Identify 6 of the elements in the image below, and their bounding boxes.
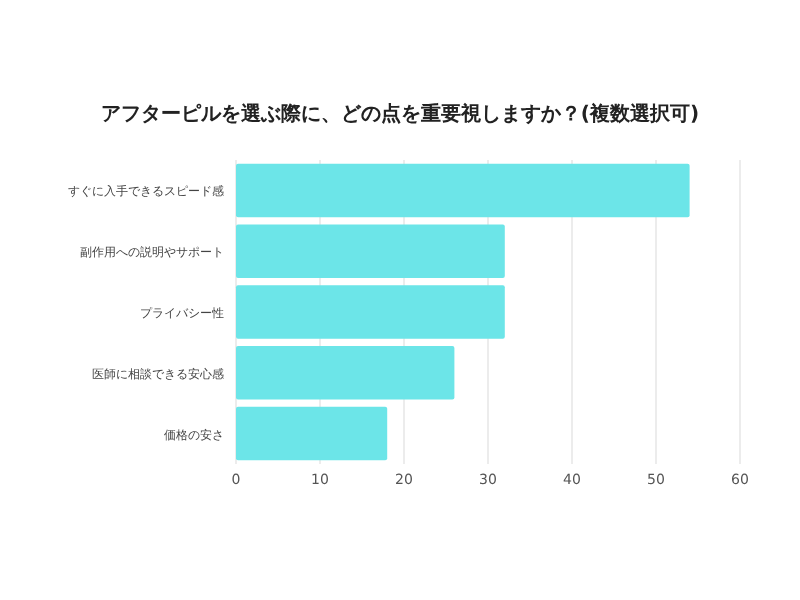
chart-title: アフターピルを選ぶ際に、どの点を重要視しますか？(複数選択可) bbox=[100, 102, 700, 126]
bar bbox=[236, 163, 690, 218]
bar bbox=[236, 285, 505, 339]
bar bbox=[236, 406, 388, 461]
bar bbox=[236, 224, 505, 278]
bar bbox=[236, 346, 455, 400]
